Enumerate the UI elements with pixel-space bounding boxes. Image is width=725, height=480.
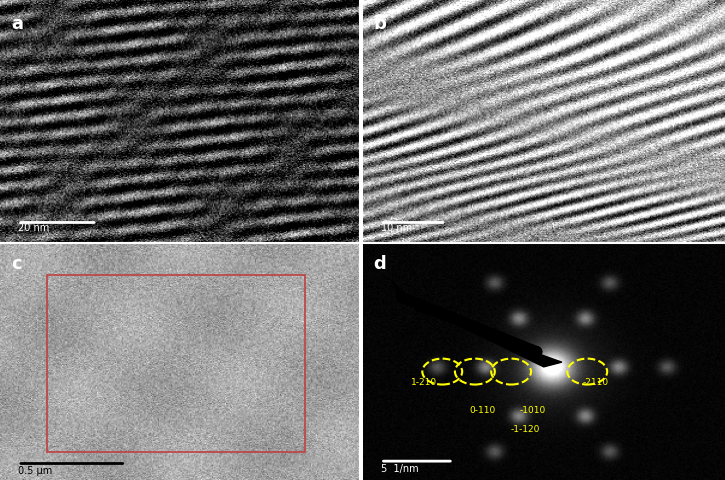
Text: -2110: -2110 [583,377,609,386]
Text: a: a [11,14,22,33]
Text: -1010: -1010 [520,405,546,414]
Text: 20 nm: 20 nm [18,223,49,233]
Text: 10 nm: 10 nm [381,223,412,233]
Polygon shape [392,280,562,367]
Bar [46,276,305,452]
Text: 5  1/nm: 5 1/nm [381,463,418,473]
Text: -1-120: -1-120 [511,424,540,433]
Text: 0-110: 0-110 [469,405,495,414]
Text: b: b [373,14,386,33]
Text: 1-210: 1-210 [411,377,437,386]
Text: 0.5 μm: 0.5 μm [18,465,52,475]
Text: c: c [11,254,22,272]
Text: d: d [373,254,386,272]
